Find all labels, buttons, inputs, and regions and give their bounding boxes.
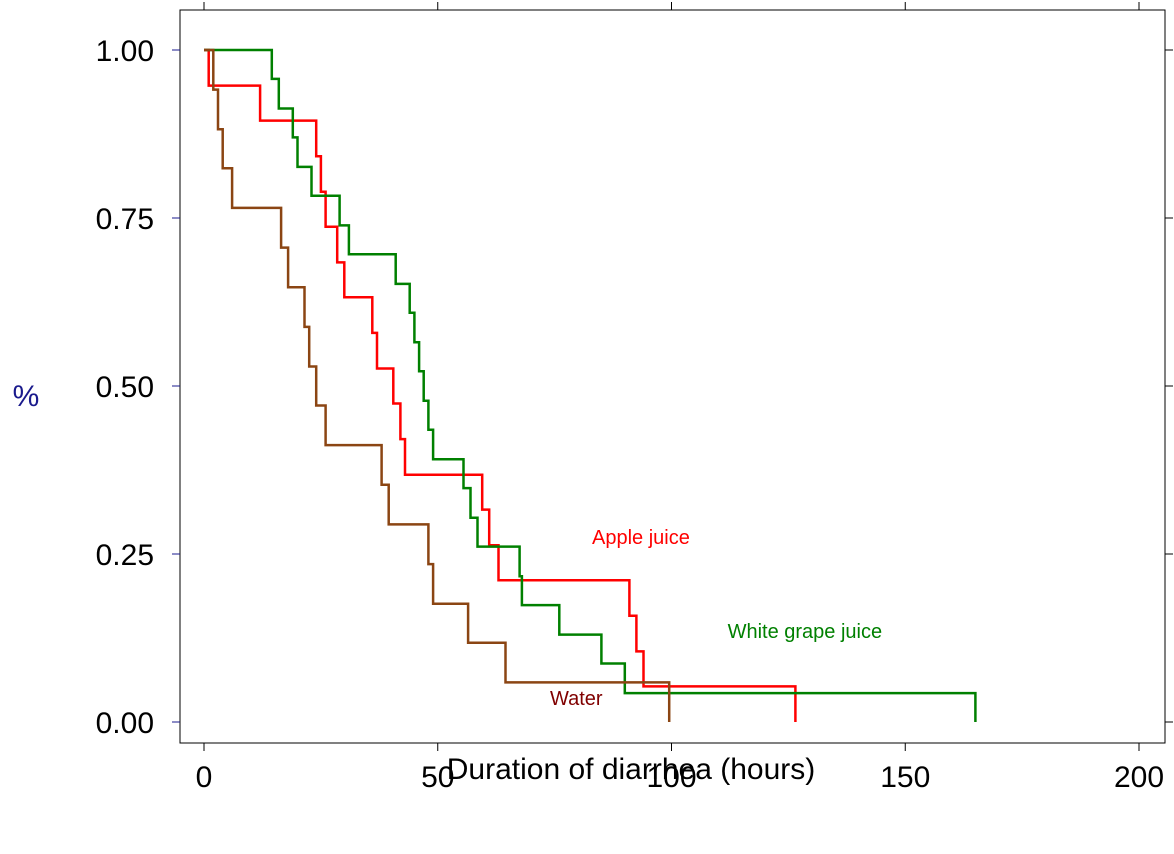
series-line-apple-juice [204, 48, 797, 722]
series-annotation: Water [550, 688, 603, 710]
series-annotations: Apple juice White grape juice Water [550, 527, 882, 710]
series-annotation: White grape juice [728, 621, 883, 643]
series-line-water [204, 48, 671, 722]
x-axis-title: Duration of diarrhea (hours) [447, 753, 816, 786]
axis-ticks [172, 2, 1173, 751]
y-axis-title: % [13, 380, 40, 413]
y-tick-label: 1.00 [96, 35, 154, 68]
y-tick-label: 0.00 [96, 707, 154, 740]
x-tick-label: 100 [646, 761, 696, 794]
y-tick-label: 0.25 [96, 539, 154, 572]
x-tick-label: 200 [1114, 761, 1164, 794]
y-tick-label: 0.50 [96, 371, 154, 404]
y-tick-label: 0.75 [96, 203, 154, 236]
x-tick-label: 0 [196, 761, 213, 794]
x-tick-label: 50 [421, 761, 454, 794]
series-group [204, 48, 977, 722]
series-line-white-grape-juice [204, 48, 977, 722]
x-tick-label: 150 [880, 761, 930, 794]
series-annotation: Apple juice [592, 527, 690, 549]
plot-frame [179, 9, 1166, 744]
tick-labels: 0 50 100 150 200 0.00 0.25 0.50 0.75 1.00 [96, 35, 1164, 794]
